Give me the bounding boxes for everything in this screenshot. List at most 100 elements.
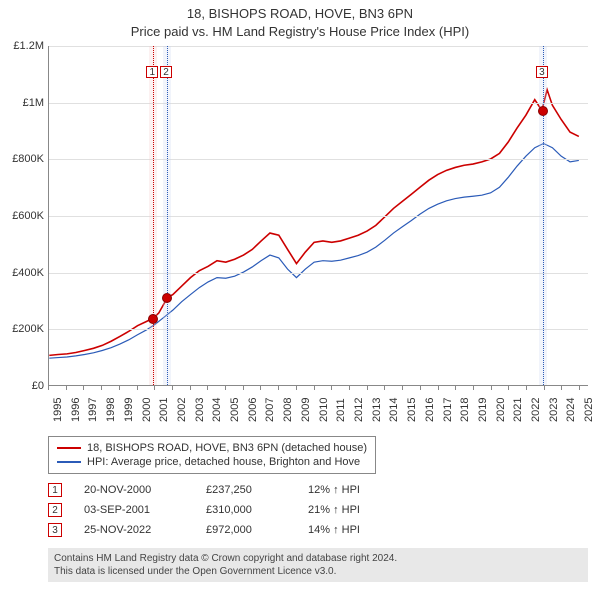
xtick-label: 2025: [583, 398, 595, 422]
legend-swatch: [57, 461, 81, 463]
xtick-label: 2006: [247, 398, 259, 422]
sales-row: 3 25-NOV-2022 £972,000 14% ↑ HPI: [48, 520, 398, 540]
gridline-h: [49, 273, 588, 274]
xtick-mark: [473, 386, 474, 390]
xtick-label: 1995: [52, 398, 64, 422]
gridline-h: [49, 46, 588, 47]
xtick-mark: [243, 386, 244, 390]
xtick-label: 1996: [70, 398, 82, 422]
xtick-mark: [260, 386, 261, 390]
xtick-mark: [190, 386, 191, 390]
xtick-label: 2016: [424, 398, 436, 422]
xtick-label: 2019: [477, 398, 489, 422]
xtick-mark: [296, 386, 297, 390]
xtick-mark: [207, 386, 208, 390]
xtick-mark: [349, 386, 350, 390]
chart-title-line1: 18, BISHOPS ROAD, HOVE, BN3 6PN: [0, 6, 600, 21]
xtick-mark: [119, 386, 120, 390]
sales-row-num: 2: [48, 503, 62, 517]
xtick-mark: [402, 386, 403, 390]
xtick-mark: [491, 386, 492, 390]
ytick-label: £200K: [0, 323, 44, 335]
xtick-label: 2015: [406, 398, 418, 422]
xtick-mark: [331, 386, 332, 390]
legend-row: 18, BISHOPS ROAD, HOVE, BN3 6PN (detache…: [57, 441, 367, 455]
xtick-label: 2009: [300, 398, 312, 422]
xtick-mark: [137, 386, 138, 390]
series-property: [49, 90, 579, 356]
ytick-label: £600K: [0, 210, 44, 222]
xtick-mark: [225, 386, 226, 390]
footer-line1: Contains HM Land Registry data © Crown c…: [54, 552, 582, 565]
xtick-mark: [48, 386, 49, 390]
xtick-label: 2020: [495, 398, 507, 422]
sales-row-num: 1: [48, 483, 62, 497]
xtick-label: 2022: [530, 398, 542, 422]
legend-row: HPI: Average price, detached house, Brig…: [57, 455, 367, 469]
xtick-label: 2023: [548, 398, 560, 422]
xtick-mark: [508, 386, 509, 390]
xtick-label: 2014: [388, 398, 400, 422]
sale-marker-label: 2: [160, 66, 172, 78]
legend: 18, BISHOPS ROAD, HOVE, BN3 6PN (detache…: [48, 436, 376, 474]
xtick-label: 2010: [318, 398, 330, 422]
xtick-mark: [544, 386, 545, 390]
gridline-h: [49, 329, 588, 330]
sales-row-date: 03-SEP-2001: [84, 504, 184, 516]
xtick-mark: [172, 386, 173, 390]
xtick-mark: [83, 386, 84, 390]
xtick-mark: [526, 386, 527, 390]
sales-row-price: £972,000: [206, 524, 286, 536]
ytick-label: £800K: [0, 153, 44, 165]
sales-row: 120-NOV-2000£237,25012% ↑ HPI: [48, 480, 398, 500]
xtick-label: 2013: [371, 398, 383, 422]
legend-label: 18, BISHOPS ROAD, HOVE, BN3 6PN (detache…: [87, 442, 367, 454]
xtick-label: 2017: [442, 398, 454, 422]
ytick-label: £1.2M: [0, 40, 44, 52]
legend-label: HPI: Average price, detached house, Brig…: [87, 456, 360, 468]
series-hpi: [49, 144, 579, 359]
sales-row-delta: 12% ↑ HPI: [308, 484, 398, 496]
legend-swatch: [57, 447, 81, 449]
sale-point-dot: [162, 293, 172, 303]
xtick-label: 2007: [264, 398, 276, 422]
footer-line2: This data is licensed under the Open Gov…: [54, 565, 582, 578]
chart-title-line2: Price paid vs. HM Land Registry's House …: [0, 24, 600, 39]
xtick-mark: [579, 386, 580, 390]
xtick-mark: [438, 386, 439, 390]
xtick-label: 2024: [565, 398, 577, 422]
xtick-mark: [384, 386, 385, 390]
xtick-label: 2021: [512, 398, 524, 422]
sale-marker-label: 3: [536, 66, 548, 78]
sale-marker-line: [167, 46, 168, 385]
sales-row-delta: 14% ↑ HPI: [308, 524, 398, 536]
gridline-h: [49, 103, 588, 104]
xtick-label: 1999: [123, 398, 135, 422]
xtick-mark: [420, 386, 421, 390]
plot-area: [48, 46, 588, 386]
xtick-mark: [278, 386, 279, 390]
xtick-label: 2008: [282, 398, 294, 422]
sale-marker-line: [153, 46, 154, 385]
sales-row-date: 20-NOV-2000: [84, 484, 184, 496]
xtick-label: 2018: [459, 398, 471, 422]
xtick-label: 1997: [87, 398, 99, 422]
sales-row-date: 25-NOV-2022: [84, 524, 184, 536]
attribution-footer: Contains HM Land Registry data © Crown c…: [48, 548, 588, 582]
xtick-mark: [101, 386, 102, 390]
ytick-label: £400K: [0, 267, 44, 279]
sales-row-num: 3: [48, 523, 62, 537]
xtick-label: 2011: [335, 398, 347, 422]
xtick-mark: [154, 386, 155, 390]
xtick-mark: [367, 386, 368, 390]
xtick-label: 1998: [105, 398, 117, 422]
ytick-label: £1M: [0, 97, 44, 109]
sales-row: 203-SEP-2001£310,00021% ↑ HPI: [48, 500, 398, 520]
sales-table: 120-NOV-2000£237,25012% ↑ HPI203-SEP-200…: [48, 480, 398, 540]
ytick-label: £0: [0, 380, 44, 392]
xtick-mark: [314, 386, 315, 390]
xtick-mark: [455, 386, 456, 390]
sale-point-dot: [148, 314, 158, 324]
xtick-label: 2003: [194, 398, 206, 422]
xtick-label: 2001: [158, 398, 170, 422]
